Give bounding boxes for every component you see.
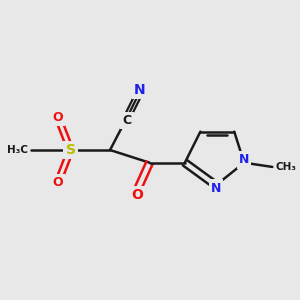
Text: C: C xyxy=(122,114,131,127)
Text: N: N xyxy=(134,83,146,97)
Text: O: O xyxy=(52,176,63,189)
Text: S: S xyxy=(65,143,76,157)
Text: CH₃: CH₃ xyxy=(275,162,296,172)
Text: O: O xyxy=(52,111,63,124)
Text: H₃C: H₃C xyxy=(7,145,28,155)
Text: N: N xyxy=(211,182,221,195)
Text: O: O xyxy=(131,188,143,202)
Text: N: N xyxy=(239,153,249,167)
